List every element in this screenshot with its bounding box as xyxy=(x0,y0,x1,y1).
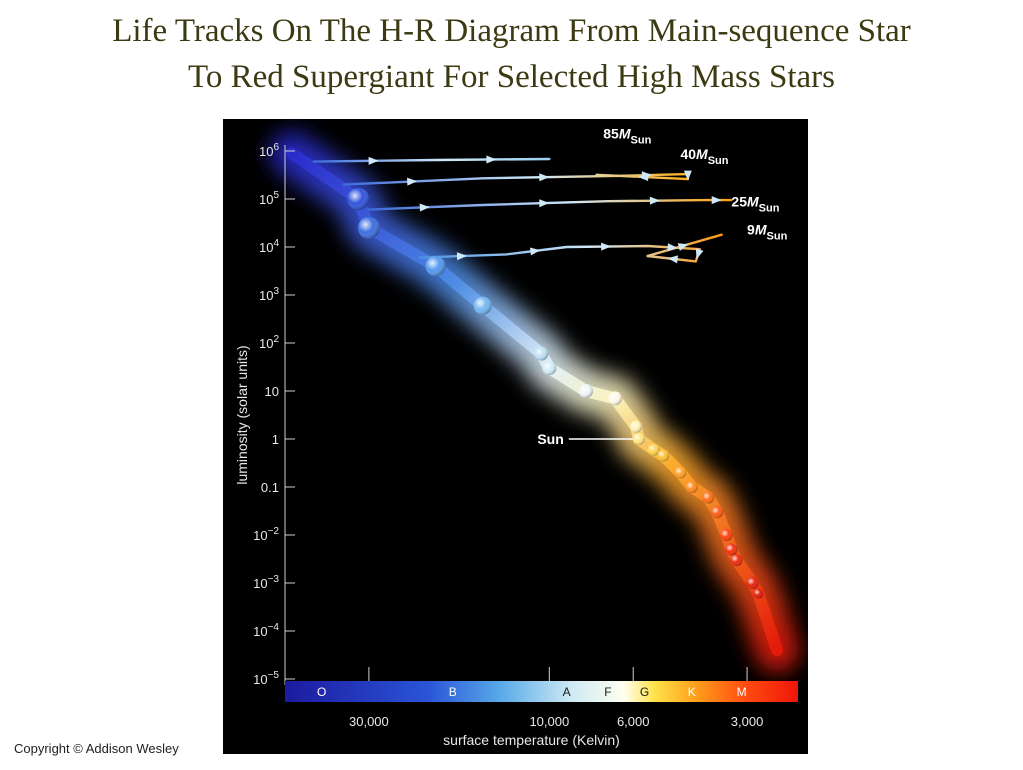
y-axis-label: luminosity (solar units) xyxy=(234,345,250,484)
spectral-class-label: B xyxy=(449,685,457,699)
x-tick-label: 10,000 xyxy=(529,714,569,729)
track-label: 25MSun xyxy=(731,193,779,214)
star-shading xyxy=(357,216,380,239)
x-tick-label: 3,000 xyxy=(731,714,764,729)
main-sequence-stars xyxy=(347,188,764,599)
hr-diagram-figure: 106 105 104 103 102 10 1 0.1 10−2 10−3 10−4 10−5 lum… xyxy=(223,119,808,754)
star-shading xyxy=(534,346,549,361)
spectral-class-label: O xyxy=(317,685,326,699)
track-mass: 40 xyxy=(680,146,696,162)
track-arrow xyxy=(695,248,704,260)
track-line-85m xyxy=(312,157,551,163)
x-tick-label: 6,000 xyxy=(617,714,650,729)
track-arrow xyxy=(638,173,649,182)
axes: 1061051041031021010.110−210−310−410−5lum… xyxy=(234,142,798,748)
track-arrow xyxy=(368,156,379,165)
spectral-class-label: K xyxy=(688,685,696,699)
hr-diagram-chart: 1061051041031021010.110−210−310−410−5lum… xyxy=(234,126,799,748)
track-arrow xyxy=(539,199,550,208)
y-tick-label: 103 xyxy=(259,286,279,303)
track-mass: 9 xyxy=(747,222,755,238)
track-mass: 85 xyxy=(603,126,619,142)
track-arrow xyxy=(407,177,418,186)
track-label: 9MSun xyxy=(747,222,788,243)
track-mass: 25 xyxy=(731,193,747,209)
y-tick-label: 10−3 xyxy=(253,574,279,591)
track-arrow xyxy=(683,170,692,181)
track-line-40m xyxy=(342,172,690,186)
spectral-class-label: M xyxy=(737,685,747,699)
y-tick-label: 1 xyxy=(272,432,279,447)
star-shading xyxy=(725,543,738,556)
track-arrow xyxy=(667,243,678,252)
track-arrow xyxy=(456,252,467,261)
star-shading xyxy=(657,449,670,462)
star-shading xyxy=(425,256,446,277)
x-axis-label: surface temperature (Kelvin) xyxy=(443,732,620,748)
chart-labels: 85MSun 40MSun 25MSun 9MSun Sun xyxy=(537,126,787,447)
x-tick-label: 30,000 xyxy=(349,714,389,729)
track-arrow xyxy=(419,203,430,212)
star-shading xyxy=(702,491,715,504)
y-tick-label: 102 xyxy=(259,334,279,351)
track-label: 85MSun xyxy=(603,126,651,147)
track-arrow xyxy=(667,255,679,264)
sun-label: Sun xyxy=(537,431,563,447)
star-shading xyxy=(674,466,687,479)
star-shading xyxy=(632,433,645,445)
y-tick-label: 106 xyxy=(259,142,279,159)
track-arrow xyxy=(486,155,497,164)
title-line-2: To Red Supergiant For Selected High Mass… xyxy=(188,59,835,95)
track-arrow xyxy=(649,196,660,205)
y-tick-label: 10−4 xyxy=(253,622,279,639)
y-tick-label: 105 xyxy=(259,190,279,207)
spectral-class-bar xyxy=(285,681,798,702)
y-tick-label: 10 xyxy=(265,384,279,399)
track-arrow xyxy=(711,196,722,205)
star-shading xyxy=(608,391,623,406)
star-shading xyxy=(720,529,733,541)
star-shading xyxy=(685,481,698,493)
star-shading xyxy=(753,588,764,599)
star-shading xyxy=(347,188,370,210)
y-tick-label: 0.1 xyxy=(261,480,279,495)
spectral-class-label: F xyxy=(604,685,611,699)
star-shading xyxy=(473,296,492,315)
track-arrow xyxy=(677,243,689,251)
evolution-tracks xyxy=(312,155,733,264)
star-shading xyxy=(647,443,660,456)
star-shading xyxy=(542,361,557,376)
spectral-class-label: G xyxy=(640,685,649,699)
star-shading xyxy=(746,577,759,589)
star-shading xyxy=(711,506,724,519)
track-arrow xyxy=(601,242,612,251)
star-shading xyxy=(629,420,642,433)
star-shading xyxy=(730,554,743,567)
title-line-1: Life Tracks On The H-R Diagram From Main… xyxy=(112,13,911,49)
spectral-class-label: A xyxy=(563,685,571,699)
y-tick-label: 104 xyxy=(259,238,279,255)
track-arrow xyxy=(529,247,541,256)
track-label: 40MSun xyxy=(680,146,728,167)
y-tick-label: 10−2 xyxy=(253,526,279,543)
y-tick-label: 10−5 xyxy=(253,670,279,687)
star-shading xyxy=(578,384,593,398)
slide-title: Life Tracks On The H-R Diagram From Main… xyxy=(0,8,1023,100)
copyright-text: Copyright © Addison Wesley xyxy=(14,741,179,756)
track-arrow xyxy=(539,173,550,182)
